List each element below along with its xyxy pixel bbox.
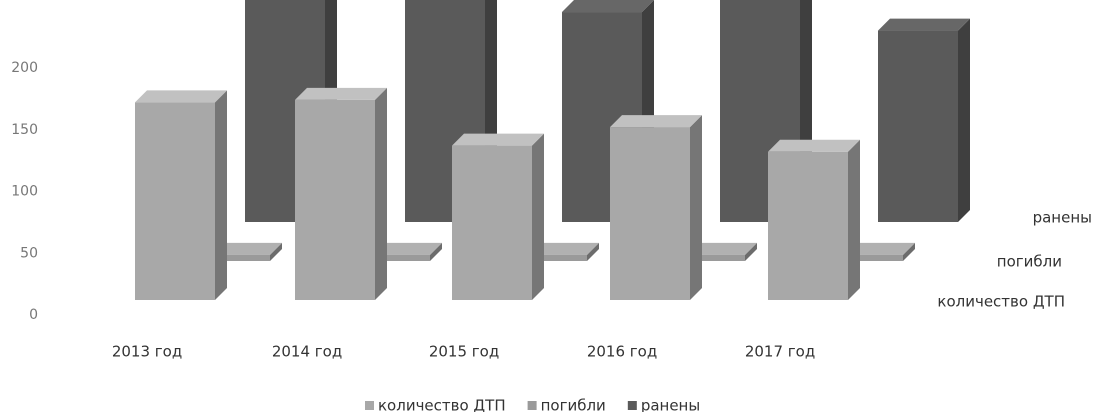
- bar-face: [562, 0, 654, 13]
- x-tick-label: 2013 год: [112, 343, 182, 361]
- legend-label: погибли: [541, 397, 606, 412]
- bar-face: [690, 115, 702, 300]
- bar-face: [848, 139, 860, 300]
- bar-face: [295, 99, 375, 301]
- bar-face: [878, 30, 958, 223]
- y-tick-label: 150: [11, 122, 38, 138]
- bar-face: [135, 90, 227, 103]
- bar-face: [903, 242, 915, 261]
- bar-face: [190, 254, 270, 261]
- y-tick-label: 50: [20, 245, 38, 261]
- x-tick-label: 2016 год: [587, 343, 657, 361]
- depth-label: ранены: [1033, 209, 1092, 227]
- bar-face: [350, 254, 430, 261]
- y-tick-label: 0: [29, 307, 38, 323]
- legend-swatch: [365, 401, 374, 410]
- bar-face: [878, 18, 970, 31]
- bar-face: [507, 254, 587, 261]
- legend-label: количество ДТП: [378, 397, 506, 412]
- bar-face: [532, 133, 544, 300]
- y-tick-label: 100: [11, 184, 38, 200]
- bar-face: [745, 242, 757, 261]
- bar-face: [823, 254, 903, 261]
- depth-label: количество ДТП: [937, 293, 1065, 311]
- bar-face: [958, 18, 970, 223]
- bar-face: [375, 87, 387, 301]
- bar-face: [452, 133, 544, 146]
- x-tick-label: 2014 год: [272, 343, 342, 361]
- bar-face: [295, 87, 387, 100]
- bar-face: [430, 242, 442, 261]
- bar-face: [215, 90, 227, 301]
- bar-face: [270, 242, 282, 261]
- legend-swatch: [527, 401, 537, 410]
- bar-face: [452, 145, 532, 300]
- bar-face: [610, 115, 702, 128]
- bar-face: [665, 254, 745, 261]
- bar-face: [768, 139, 860, 152]
- legend-swatch: [627, 401, 637, 410]
- bar: [135, 90, 227, 301]
- bar-face: [768, 151, 848, 300]
- depth-label: погибли: [997, 253, 1062, 271]
- y-tick-label: 200: [11, 60, 38, 76]
- bar-face: [587, 242, 599, 261]
- legend-label: ранены: [641, 397, 700, 412]
- bar: [295, 87, 387, 301]
- x-tick-label: 2015 год: [429, 343, 499, 361]
- bar: [452, 133, 544, 300]
- bar: [768, 139, 860, 300]
- bar: [878, 18, 970, 223]
- bar-face: [610, 127, 690, 300]
- bar: [610, 115, 702, 300]
- x-tick-label: 2017 год: [745, 343, 815, 361]
- bar-face: [135, 102, 215, 301]
